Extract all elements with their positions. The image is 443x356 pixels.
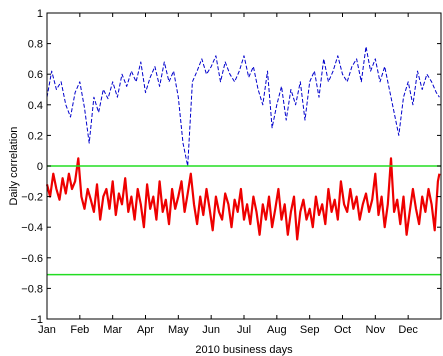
y-tick-label: −0.6 [21,253,43,265]
y-tick-label: 0.8 [28,39,43,51]
x-tick-label: Aug [267,324,287,336]
y-tick-label: −0.2 [21,192,43,204]
series-line-1 [46,46,440,167]
x-tick-label: Apr [137,324,154,336]
x-tick-label: Mar [103,324,122,336]
y-tick-label: −0.8 [21,283,43,295]
x-tick-label: Jan [38,324,56,336]
x-tick-label: Nov [366,324,386,336]
x-tick-label: Jun [202,324,220,336]
x-tick-label: May [168,324,189,336]
y-tick-label: −1 [30,314,43,326]
y-tick-label: 1 [37,8,43,20]
x-tick-label: Feb [70,324,89,336]
x-tick-label: Oct [334,324,351,336]
y-tick-label: 0.6 [28,69,43,81]
y-axis-label: Daily correlation [8,127,20,206]
x-tick-label: Sep [300,324,320,336]
x-tick-label: Jul [237,324,251,336]
series-layer [45,46,441,241]
reference-lines [47,165,441,276]
y-tick-label: 0 [37,161,43,173]
y-axis: −1 −0.8 −0.6 −0.4 −0.2 0 0.2 0.4 0.6 0.8 1 [21,8,441,326]
x-tick-label: Dec [398,324,418,336]
x-axis: Jan Feb Mar Apr May Jun Jul Aug Sep Oct Nov Dec [38,13,418,336]
y-tick-label: 0.2 [28,130,43,142]
series-line-2 [45,157,441,241]
y-tick-label: −0.4 [21,222,43,234]
x-axis-label: 2010 business days [195,344,293,356]
y-tick-label: 0.4 [28,100,43,112]
